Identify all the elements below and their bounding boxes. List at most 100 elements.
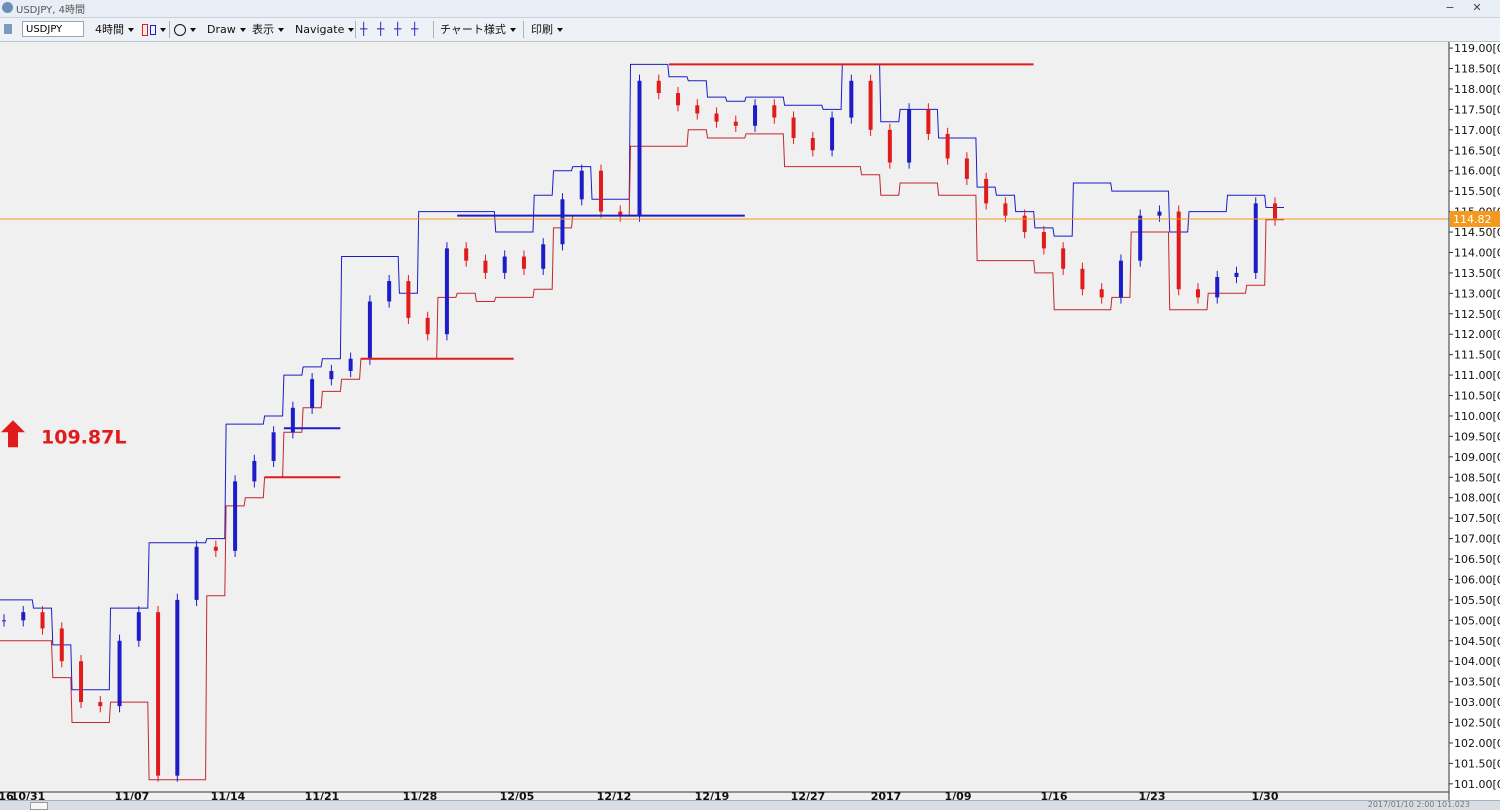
- y-tick-label: 113.50[0: [1454, 267, 1500, 280]
- crosshair-icon: ┼: [394, 22, 402, 36]
- current-price-label: 114.82: [1453, 213, 1492, 226]
- draw-label: Draw: [207, 23, 236, 36]
- chevron-down-icon: [160, 28, 166, 32]
- chart-style-menu[interactable]: チャート様式: [440, 21, 516, 38]
- chart-type-icon-2: [150, 25, 156, 35]
- candle-body: [310, 379, 315, 408]
- candle-body: [502, 256, 507, 273]
- current-price-tag: [1450, 210, 1500, 227]
- x-tick-label: 16: [0, 790, 14, 800]
- crosshair-button-3[interactable]: ┼: [394, 21, 401, 38]
- candle-body: [1138, 215, 1143, 261]
- y-tick-label: 105.50[0: [1454, 594, 1500, 607]
- candle-body: [964, 158, 969, 179]
- x-tick-label: 1/23: [1139, 790, 1166, 800]
- y-tick-label: 104.00[0: [1454, 655, 1500, 668]
- y-tick-label: 101.00[0: [1454, 778, 1500, 791]
- y-tick-label: 105.00[0: [1454, 614, 1500, 627]
- candle-body: [1234, 272, 1239, 277]
- candle-body: [2, 620, 6, 622]
- candle-body: [233, 481, 238, 551]
- candle-body: [444, 248, 449, 335]
- shape-tool-dropdown[interactable]: [174, 21, 196, 38]
- plot-background: [0, 42, 1500, 800]
- candle-body: [117, 640, 122, 707]
- crosshair-button-2[interactable]: ┼: [377, 21, 384, 38]
- crosshair-button-1[interactable]: ┼: [360, 21, 367, 38]
- chart-type-dropdown[interactable]: [142, 21, 166, 38]
- candle-body: [560, 199, 565, 245]
- entry-arrow-icon: [1, 420, 25, 448]
- candle-body: [753, 105, 758, 126]
- price-axis-panel: [1449, 42, 1500, 800]
- candle-body: [175, 599, 180, 776]
- candle-body: [98, 702, 103, 707]
- chevron-down-icon: [557, 28, 563, 32]
- candle-body: [521, 256, 526, 269]
- candle-body: [348, 358, 353, 371]
- candle-body: [907, 109, 912, 163]
- y-tick-label: 113.00[0: [1454, 287, 1500, 300]
- timeframe-label: 4時間: [95, 23, 124, 36]
- symbol-select[interactable]: USDJPY: [22, 21, 84, 37]
- price-chart[interactable]: 109.87L 119.00[0 118.50[0 118.00[0 117.50[0 1…: [0, 42, 1500, 803]
- y-tick-label: 119.00[0: [1454, 42, 1500, 55]
- crosshair-icon: ┼: [360, 22, 368, 36]
- candle-body: [156, 612, 161, 776]
- crosshair-icon: ┼: [411, 22, 419, 36]
- chevron-down-icon: [239, 28, 246, 32]
- chevron-down-icon: [128, 28, 134, 32]
- y-tick-label: 107.50[0: [1454, 512, 1500, 525]
- candle-body: [1215, 276, 1220, 298]
- candle-body: [984, 178, 989, 204]
- x-tick-label: 12/19: [695, 790, 730, 800]
- candle-body: [290, 407, 295, 433]
- display-menu[interactable]: 表示: [252, 21, 284, 38]
- candle-body: [194, 546, 199, 600]
- y-tick-label: 108.00[0: [1454, 492, 1500, 505]
- candle-body: [830, 117, 835, 151]
- candle-body: [868, 80, 873, 130]
- x-tick-label: 10/31: [11, 790, 46, 800]
- circle-tool-icon: [174, 24, 186, 36]
- candle-body: [618, 211, 623, 216]
- candle-body: [483, 260, 488, 273]
- candle-body: [329, 370, 334, 380]
- y-tick-label: 102.50[0: [1454, 717, 1500, 730]
- y-tick-label: 117.00[0: [1454, 124, 1500, 137]
- print-menu[interactable]: 印刷: [531, 21, 563, 38]
- price-chart-svg[interactable]: 109.87L 119.00[0 118.50[0 118.00[0 117.50[0 1…: [0, 42, 1500, 803]
- toolbar-divider: [433, 21, 434, 38]
- candle-body: [849, 80, 854, 118]
- close-icon[interactable]: ✕: [1472, 1, 1482, 14]
- candle-body: [252, 460, 257, 482]
- candle-body: [926, 109, 931, 134]
- y-tick-label: 117.50[0: [1454, 103, 1500, 116]
- candle-body: [579, 170, 584, 200]
- minimize-icon[interactable]: −: [1445, 1, 1455, 14]
- x-tick-label: 11/07: [115, 790, 150, 800]
- candle-body: [1003, 203, 1008, 216]
- candle-body: [387, 281, 392, 302]
- y-tick-label: 103.00[0: [1454, 696, 1500, 709]
- candle-body: [213, 546, 218, 551]
- candle-body: [136, 612, 141, 641]
- candle-body: [791, 117, 796, 139]
- chart-toolbar: USDJPY 4時間 Draw 表示 Navigate ┼ ┼ ┼ ┼ チャート…: [0, 18, 1500, 42]
- y-tick-label: 103.50[0: [1454, 676, 1500, 689]
- candle-body: [733, 121, 738, 126]
- upper-channel-band: [0, 63, 1284, 691]
- candle-body: [464, 248, 469, 261]
- crosshair-button-4[interactable]: ┼: [411, 21, 418, 38]
- y-tick-label: 106.00[0: [1454, 573, 1500, 586]
- timeframe-dropdown[interactable]: 4時間: [95, 21, 134, 38]
- candle-body: [1273, 203, 1277, 220]
- candle-body: [1157, 211, 1162, 216]
- x-tick-label: 12/27: [791, 790, 826, 800]
- draw-menu[interactable]: Draw: [207, 21, 246, 38]
- candle-body: [676, 93, 681, 106]
- y-tick-label: 109.50[0: [1454, 430, 1500, 443]
- candle-body: [656, 80, 661, 94]
- y-tick-label: 118.00[0: [1454, 83, 1500, 96]
- navigate-menu[interactable]: Navigate: [295, 21, 355, 38]
